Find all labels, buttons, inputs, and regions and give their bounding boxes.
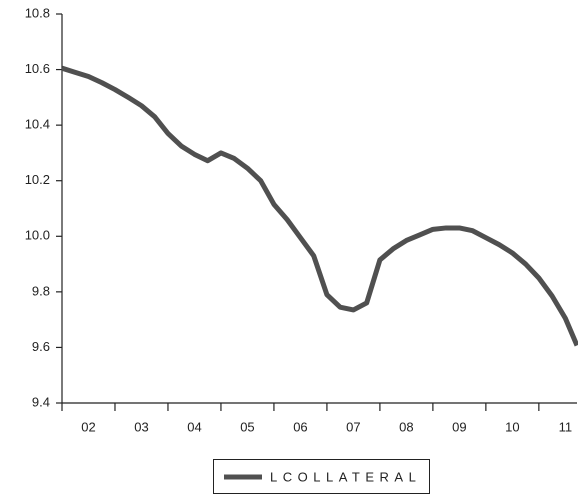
y-tick-label: 9.8 xyxy=(32,283,50,298)
y-tick-label: 9.4 xyxy=(32,394,50,409)
x-tick-label: 07 xyxy=(346,419,360,434)
x-tick-label: 03 xyxy=(134,419,148,434)
x-tick-label: 10 xyxy=(505,419,519,434)
y-tick-label: 10.8 xyxy=(25,5,50,20)
x-tick-label: 06 xyxy=(293,419,307,434)
legend: LCOLLATERAL xyxy=(213,459,430,494)
x-tick-label: 11 xyxy=(559,419,573,434)
data-line xyxy=(61,65,578,347)
y-tick-label: 10.6 xyxy=(25,61,50,76)
y-tick-label: 10.0 xyxy=(25,228,50,243)
x-tick-label: 04 xyxy=(187,419,201,434)
x-tick-label: 09 xyxy=(452,419,466,434)
x-tick-label: 08 xyxy=(399,419,413,434)
x-tick-label: 05 xyxy=(240,419,254,434)
y-tick-label: 10.4 xyxy=(25,117,50,132)
legend-label: LCOLLATERAL xyxy=(270,469,421,484)
x-tick-label: 02 xyxy=(81,419,95,434)
y-tick-label: 9.6 xyxy=(32,339,50,354)
y-tick-label: 10.2 xyxy=(25,172,50,187)
